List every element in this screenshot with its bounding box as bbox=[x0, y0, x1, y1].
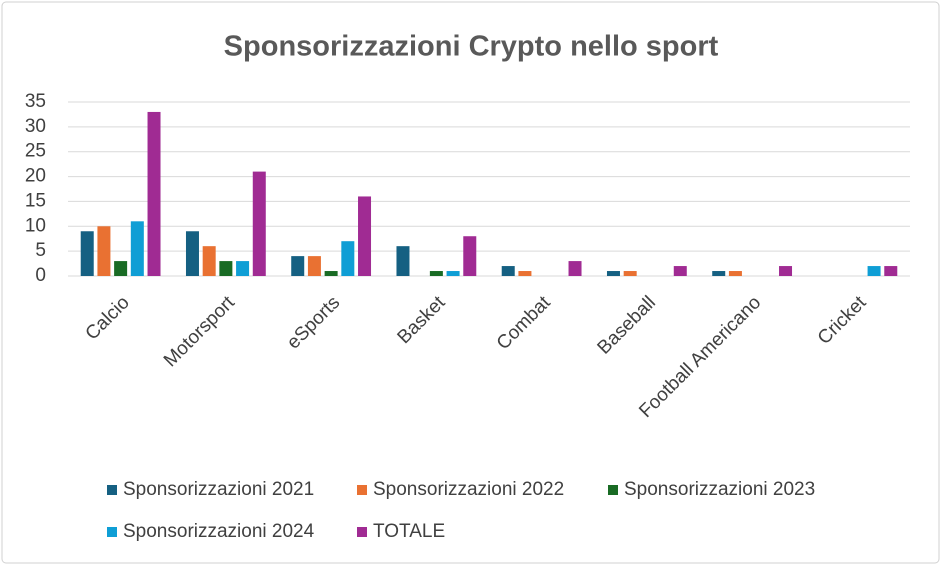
bar bbox=[396, 246, 410, 276]
bar bbox=[606, 271, 620, 276]
bar bbox=[130, 221, 144, 276]
bar bbox=[341, 241, 355, 276]
bar bbox=[80, 231, 94, 276]
bar bbox=[712, 271, 726, 276]
legend-label: TOTALE bbox=[373, 521, 445, 542]
bar bbox=[114, 261, 128, 276]
bar bbox=[291, 256, 305, 276]
bar bbox=[307, 256, 321, 276]
bar bbox=[623, 271, 637, 276]
legend-swatch bbox=[357, 485, 367, 495]
y-tick-label: 0 bbox=[35, 265, 46, 286]
bar bbox=[236, 261, 250, 276]
legend-label: Sponsorizzazioni 2024 bbox=[123, 521, 315, 542]
bar bbox=[252, 171, 266, 276]
legend-label: Sponsorizzazioni 2022 bbox=[373, 479, 564, 500]
legend-label: Sponsorizzazioni 2023 bbox=[624, 479, 815, 500]
bar bbox=[501, 266, 515, 276]
bar bbox=[185, 231, 199, 276]
y-tick-label: 25 bbox=[25, 141, 46, 162]
bar bbox=[358, 196, 372, 276]
y-tick-label: 10 bbox=[25, 215, 46, 236]
y-tick-label: 30 bbox=[25, 116, 46, 137]
bar bbox=[202, 246, 216, 276]
y-tick-label: 20 bbox=[25, 166, 46, 187]
legend-label: Sponsorizzazioni 2021 bbox=[123, 479, 314, 500]
bar bbox=[429, 271, 443, 276]
bar bbox=[324, 271, 338, 276]
bar bbox=[867, 266, 881, 276]
bar bbox=[219, 261, 233, 276]
bar bbox=[97, 226, 111, 276]
bar bbox=[673, 266, 687, 276]
bar bbox=[446, 271, 460, 276]
chart-title: Sponsorizzazioni Crypto nello sport bbox=[224, 31, 719, 63]
y-tick-label: 5 bbox=[35, 240, 46, 261]
legend-swatch bbox=[107, 527, 117, 537]
bar bbox=[728, 271, 742, 276]
bar bbox=[463, 236, 477, 276]
legend-swatch bbox=[357, 527, 367, 537]
bar bbox=[779, 266, 793, 276]
legend-swatch bbox=[107, 485, 117, 495]
legend-swatch bbox=[608, 485, 618, 495]
bar bbox=[518, 271, 532, 276]
y-tick-label: 35 bbox=[25, 91, 46, 112]
bar bbox=[147, 111, 161, 276]
bar bbox=[884, 266, 898, 276]
bar bbox=[568, 261, 582, 276]
y-tick-label: 15 bbox=[25, 190, 46, 211]
